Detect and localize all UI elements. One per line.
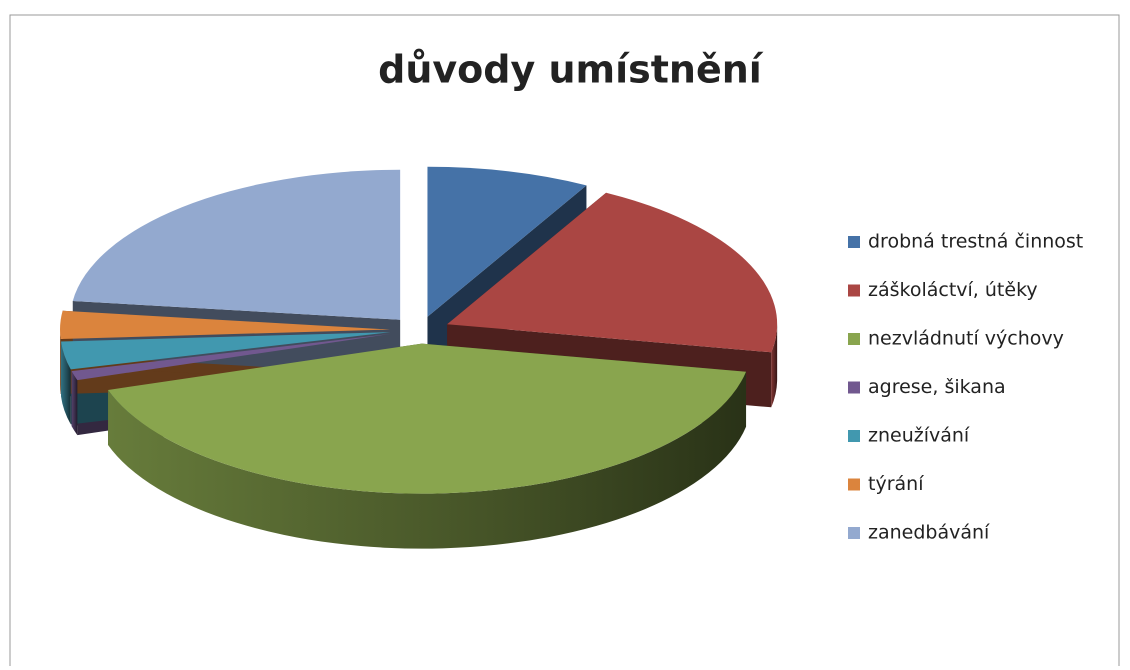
- slice: [61, 332, 391, 370]
- legend-swatch: [848, 430, 860, 442]
- legend-label: týrání: [868, 473, 924, 495]
- slice-side: [771, 324, 778, 408]
- slice-side: [71, 371, 78, 436]
- legend-label: agrese, šikana: [868, 376, 1006, 398]
- legend-swatch: [848, 478, 860, 491]
- slice: [108, 343, 747, 494]
- legend-label: záškoláctví, útěky: [868, 279, 1038, 301]
- legend-swatch: [848, 381, 860, 394]
- legend-swatch: [848, 284, 860, 297]
- legend-swatch: [848, 527, 860, 539]
- legend-label: nezvládnutí výchovy: [868, 328, 1064, 350]
- legend-label: drobná trestná činnost: [868, 231, 1083, 253]
- chart-title: důvody umístnění: [378, 48, 764, 92]
- slice-side: [108, 371, 747, 549]
- legend-swatch: [848, 236, 860, 248]
- legend-label: zneužívání: [868, 425, 970, 447]
- slice-side: [60, 329, 61, 394]
- legend-label: zanedbávání: [868, 522, 990, 544]
- legend-swatch: [848, 333, 860, 345]
- slice: [427, 166, 587, 317]
- slice: [71, 333, 392, 381]
- slice: [447, 192, 778, 353]
- slice: [72, 169, 401, 320]
- slice: [60, 310, 391, 339]
- slice-side: [61, 341, 71, 425]
